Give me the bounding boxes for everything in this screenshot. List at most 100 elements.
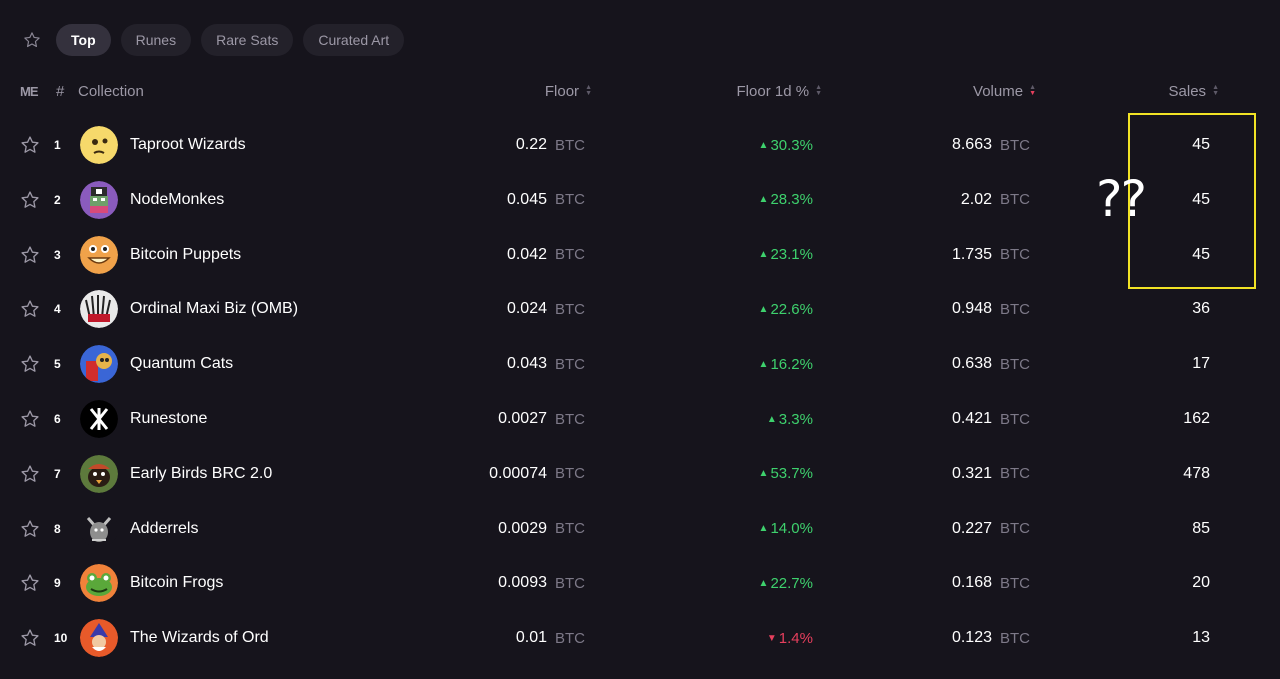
tab-runes[interactable]: Runes — [120, 24, 192, 56]
favorite-star-icon[interactable] — [20, 502, 42, 556]
collection-name[interactable]: NodeMonkes — [130, 190, 225, 208]
triangle-down-icon: ▼ — [766, 632, 777, 644]
collection-name[interactable]: Taproot Wizards — [130, 136, 246, 153]
rank-number: 3 — [54, 247, 61, 262]
collection-name[interactable]: Bitcoin Puppets — [130, 245, 242, 263]
collection-name[interactable]: The Wizards of Ord — [130, 629, 269, 647]
favorites-star-icon[interactable] — [22, 30, 42, 50]
table-row[interactable]: 10 The Wizards of Ord 0.01 BTC ▼ 1.4% 0.123 BTC… — [0, 611, 1280, 665]
rank-number: 4 — [54, 302, 61, 317]
table-row[interactable]: 1 Taproot Wizards 0.22 BTC ▲ 30.3% 8.663 BTC 45 — [0, 118, 1280, 172]
floor-sort-button[interactable]: Floor ▲ ▼ — [545, 80, 592, 102]
floor-price: 0.01 — [515, 629, 547, 647]
sales-count: 13 — [1192, 629, 1210, 647]
volume-value: 0.227 — [951, 519, 992, 537]
volume-value: 8.663 — [951, 136, 992, 153]
rank-number: 6 — [54, 412, 61, 426]
favorite-star-icon[interactable] — [20, 118, 42, 172]
collection-name[interactable]: Bitcoin Frogs — [130, 574, 224, 592]
favorite-star-icon[interactable] — [20, 611, 42, 665]
collection-name[interactable]: Early Birds BRC 2.0 — [130, 464, 273, 482]
triangle-up-icon: ▲ — [758, 139, 769, 151]
table-row[interactable]: 9 Bitcoin Frogs 0.0093 BTC ▲ 22.7% 0.168 BTC 20 — [0, 556, 1280, 610]
floor-change-value: 14.0% — [770, 520, 813, 538]
collection-name[interactable]: Quantum Cats — [130, 355, 234, 373]
floor-price: 0.0029 — [498, 519, 547, 537]
floor-change: ▲ 53.7% — [759, 447, 813, 501]
floor-1d-column-label: Floor 1d % — [736, 82, 810, 100]
rank-number: 7 — [54, 466, 61, 481]
sales-sort-button[interactable]: Sales ▲ ▼ — [1169, 80, 1219, 102]
floor-change: ▼ 1.4% — [767, 611, 813, 665]
volume-currency: BTC — [1000, 410, 1030, 428]
favorite-star-icon[interactable] — [20, 392, 42, 446]
floor-change: ▲ 16.2% — [759, 337, 813, 391]
table-row[interactable]: 2 NodeMonkes 0.045 BTC ▲ 28.3% 2.02 BTC 45 — [0, 173, 1280, 227]
favorite-star-icon[interactable] — [20, 282, 42, 336]
triangle-up-icon: ▲ — [758, 468, 769, 480]
annotation-question-marks: ?? — [1096, 170, 1147, 228]
floor-change-value: 30.3% — [770, 136, 813, 154]
volume-value: 1.735 — [951, 245, 992, 263]
magic-eden-logo-icon: ME — [20, 83, 38, 99]
favorite-star-icon[interactable] — [20, 337, 42, 391]
floor-change: ▲ 22.7% — [759, 556, 813, 610]
rank-column-header: # — [56, 82, 65, 100]
floor-currency: BTC — [555, 246, 585, 264]
table-row[interactable]: 8 Adderrels 0.0029 BTC ▲ 14.0% 0.227 BTC 85 — [0, 502, 1280, 556]
table-row[interactable]: 4 Ordinal Maxi Biz (OMB) 0.024 BTC ▲ 22.6% 0.9… — [0, 282, 1280, 336]
collection-avatar[interactable] — [80, 556, 118, 610]
volume-column-label: Volume — [973, 82, 1024, 100]
tab-rare-sats[interactable]: Rare Sats — [201, 24, 294, 56]
triangle-up-icon: ▲ — [758, 303, 769, 315]
collection-avatar[interactable] — [80, 392, 118, 446]
collection-avatar[interactable] — [80, 173, 118, 227]
favorite-star-icon[interactable] — [20, 173, 42, 227]
tab-curated-art[interactable]: Curated Art — [303, 24, 405, 56]
collection-name[interactable]: Adderrels — [130, 519, 199, 537]
floor-1d-sort-button[interactable]: Floor 1d % ▲ ▼ — [737, 80, 822, 102]
volume-value: 0.123 — [951, 629, 992, 647]
collection-avatar[interactable] — [80, 447, 118, 501]
floor-column-label: Floor — [544, 82, 580, 100]
sales-count: 17 — [1192, 355, 1210, 373]
favorite-star-icon[interactable] — [20, 556, 42, 610]
collection-avatar[interactable] — [80, 337, 118, 391]
sales-count: 45 — [1192, 245, 1210, 263]
floor-currency: BTC — [555, 629, 585, 647]
favorite-star-icon[interactable] — [20, 447, 42, 501]
floor-currency: BTC — [555, 520, 585, 538]
sales-count: 36 — [1192, 300, 1210, 318]
floor-change-value: 3.3% — [778, 410, 813, 428]
tab-top[interactable]: Top — [56, 24, 111, 56]
volume-value: 0.948 — [951, 300, 992, 318]
sales-count: 478 — [1183, 464, 1210, 482]
floor-change: ▲ 30.3% — [759, 118, 813, 172]
sales-column-label: Sales — [1168, 82, 1207, 100]
table-row[interactable]: 3 Bitcoin Puppets 0.042 BTC ▲ 23.1% 1.735 BTC 45 — [0, 228, 1280, 282]
collection-avatar[interactable] — [80, 502, 118, 556]
sort-descending-icon: ▲ ▼ — [1029, 84, 1036, 97]
rank-number: 5 — [54, 357, 61, 372]
collection-avatar[interactable] — [80, 282, 118, 336]
floor-change-value: 22.7% — [770, 574, 813, 592]
table-row[interactable]: 7 Early Birds BRC 2.0 0.00074 BTC ▲ 53.7% 0.32… — [0, 447, 1280, 501]
volume-currency: BTC — [1000, 574, 1030, 592]
collection-avatar[interactable] — [80, 611, 118, 665]
volume-sort-button[interactable]: Volume ▲ ▼ — [973, 80, 1036, 102]
collection-name[interactable]: Ordinal Maxi Biz (OMB) — [130, 300, 299, 318]
table-row[interactable]: 6 Runestone 0.0027 BTC ▲ 3.3% 0.421 BTC 162 — [0, 392, 1280, 446]
triangle-up-icon: ▲ — [758, 358, 769, 370]
favorite-star-icon[interactable] — [20, 228, 42, 282]
collection-avatar[interactable] — [80, 118, 118, 172]
floor-change: ▲ 28.3% — [759, 173, 813, 227]
collection-avatar[interactable] — [80, 228, 118, 282]
volume-value: 0.321 — [951, 464, 992, 482]
collection-column-header: Collection — [78, 82, 144, 100]
table-row[interactable]: 5 Quantum Cats 0.043 BTC ▲ 16.2% 0.638 BTC 17 — [0, 337, 1280, 391]
collection-name[interactable]: Runestone — [130, 410, 208, 427]
floor-change-value: 16.2% — [770, 355, 813, 373]
rank-number: 1 — [54, 138, 61, 152]
volume-currency: BTC — [1000, 355, 1030, 373]
